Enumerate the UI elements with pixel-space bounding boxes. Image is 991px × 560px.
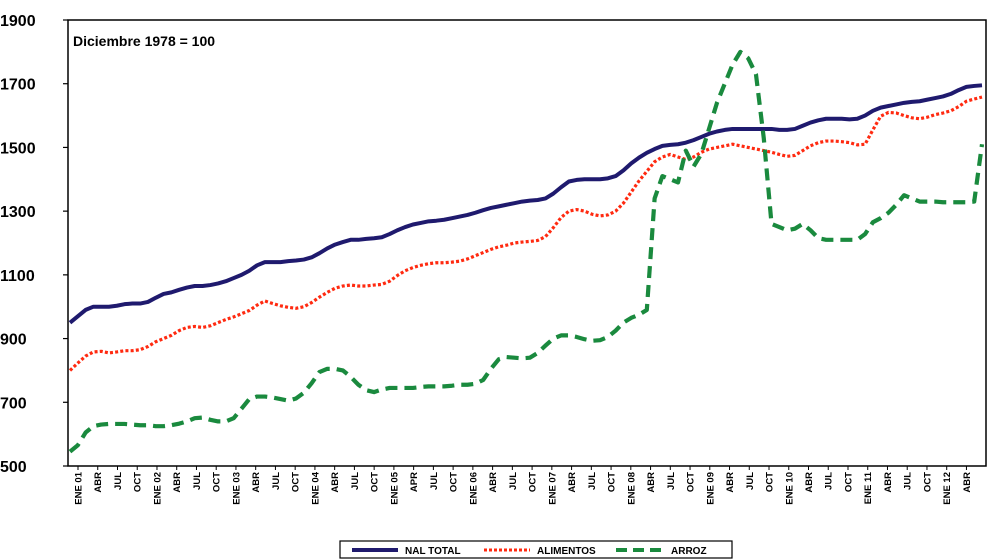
x-tick-label: OCT: [765, 472, 776, 492]
y-tick-label: 1900: [0, 13, 36, 30]
x-tick-label: ABR: [172, 472, 183, 493]
legend: NAL TOTAL ALIMENTOS ARROZ: [339, 540, 733, 559]
x-tick-label: ABR: [93, 472, 104, 493]
x-tick-label: ENE 03: [231, 472, 242, 505]
legend-label-alimentos: ALIMENTOS: [537, 546, 596, 557]
base-annotation: Diciembre 1978 = 100: [73, 33, 215, 49]
x-tick-label: JUL: [271, 472, 282, 490]
series-line-arroz: [68, 49, 985, 454]
y-tick-label: 900: [0, 332, 27, 349]
x-tick-label: JUL: [903, 472, 914, 490]
x-tick-label: JUL: [350, 472, 361, 490]
legend-label-arroz: ARROZ: [671, 546, 707, 557]
x-tick-label: JUL: [587, 472, 598, 490]
y-axis: 500 700 900 1100 1300 1500 1700 1900: [0, 13, 68, 476]
x-tick-label: ABR: [804, 472, 815, 493]
x-tick-label: ENE 04: [310, 471, 321, 504]
x-tick-label: ENE 01: [74, 471, 85, 504]
x-tick-label: ENE 12: [942, 472, 953, 505]
x-tick-label: ABR: [330, 472, 341, 493]
x-tick-label: ABR: [962, 472, 973, 493]
x-tick-label: ABR: [567, 472, 578, 493]
x-tick-label: JUL: [429, 472, 440, 490]
x-tick-label: ENE 09: [705, 472, 716, 505]
legend-label-nal-total: NAL TOTAL: [405, 546, 461, 557]
y-tick-label: 700: [0, 395, 27, 412]
x-tick-label: ABR: [646, 472, 657, 493]
y-tick-label: 500: [0, 459, 27, 476]
x-tick-label: ENE 06: [468, 472, 479, 505]
x-tick-label: OCT: [291, 472, 302, 492]
x-tick-label: OCT: [922, 472, 933, 492]
x-tick-label: APR: [409, 472, 420, 492]
x-tick-label: ABR: [488, 472, 499, 493]
series-line-alimentos: [68, 95, 983, 372]
series-layer: [68, 49, 985, 454]
x-tick-label: OCT: [607, 472, 618, 492]
x-tick-label: ABR: [251, 472, 262, 493]
x-tick-label: ENE 07: [547, 472, 558, 505]
y-tick-label: 1300: [0, 204, 36, 221]
y-tick-label: 1100: [0, 268, 35, 285]
x-tick-label: ABR: [725, 472, 736, 493]
x-tick-label: ABR: [883, 472, 894, 493]
x-tick-label: OCT: [528, 472, 539, 492]
y-tick-label: 1700: [0, 77, 36, 94]
x-tick-label: JUL: [113, 472, 124, 490]
y-tick-label: 1500: [0, 140, 36, 157]
x-tick-label: JUL: [824, 472, 835, 490]
legend-box: [339, 540, 733, 559]
x-tick-label: OCT: [686, 472, 697, 492]
x-tick-label: OCT: [370, 472, 381, 492]
x-tick-label: OCT: [449, 472, 460, 492]
x-tick-label: OCT: [133, 472, 144, 492]
x-tick-label: JUL: [508, 472, 519, 490]
x-tick-label: JUL: [192, 472, 203, 490]
x-tick-label: ENE 08: [626, 472, 637, 505]
x-tick-label: OCT: [212, 472, 223, 492]
x-tick-label: ENE 10: [784, 472, 795, 505]
x-tick-label: ENE 11: [863, 471, 874, 504]
x-tick-label: ENE 05: [389, 471, 400, 504]
x-tick-label: ENE 02: [152, 472, 163, 505]
x-tick-label: JUL: [745, 472, 756, 490]
series-line-nal-total: [68, 83, 983, 325]
x-axis: ENE 01 ABR JUL OCT ENE 02 ABR JUL OCT ENE 03 ABR J…: [74, 466, 973, 505]
x-tick-label: JUL: [666, 472, 677, 490]
x-tick-label: OCT: [843, 472, 854, 492]
